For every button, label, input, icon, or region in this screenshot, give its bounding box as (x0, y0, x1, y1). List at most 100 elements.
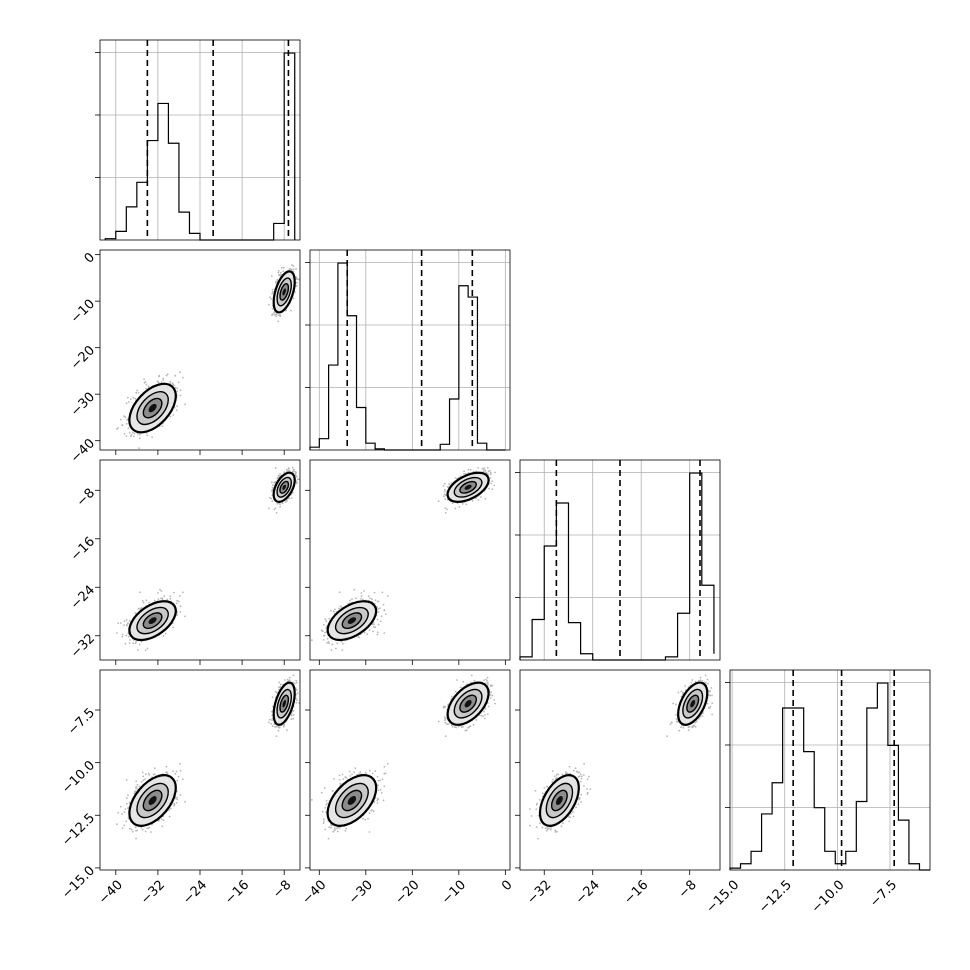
sample-point (284, 501, 287, 503)
sample-point (156, 380, 159, 383)
sample-point (285, 309, 287, 312)
sample-point (291, 264, 293, 266)
sample-point (148, 601, 150, 604)
sample-point (279, 271, 282, 274)
sample-point (117, 622, 120, 625)
sample-point (184, 403, 187, 406)
sample-point (270, 481, 273, 484)
sample-point (160, 590, 163, 592)
sample-point (286, 499, 288, 502)
sample-point (176, 614, 179, 616)
sample-point (275, 315, 278, 318)
histogram-1 (309, 262, 506, 451)
sample-point (381, 591, 384, 594)
sample-point (142, 601, 145, 604)
y-tick-label: −30 (68, 390, 98, 420)
sample-point (121, 633, 124, 636)
sample-point (175, 602, 178, 605)
sample-point (119, 622, 122, 624)
sample-point (165, 374, 168, 377)
y-tick-label: −8 (74, 486, 98, 510)
sample-point (351, 598, 353, 601)
sample-point (275, 313, 278, 316)
sample-point (125, 624, 128, 626)
sample-point (376, 600, 379, 603)
sample-point (471, 499, 474, 502)
sample-point (184, 615, 187, 618)
sample-point (321, 630, 324, 633)
sample-point (463, 472, 465, 475)
sample-point (174, 386, 177, 389)
sample-point (288, 268, 291, 270)
sample-point (341, 642, 344, 645)
sample-point (125, 435, 128, 437)
sample-point (124, 416, 127, 419)
sample-point (179, 762, 181, 765)
sample-point (383, 632, 386, 634)
sample-point (174, 772, 177, 775)
sample-point (336, 642, 339, 645)
sample-point (130, 433, 133, 436)
sample-point (182, 778, 184, 781)
y-tick-label: −10 (68, 297, 98, 327)
sample-point (143, 381, 146, 384)
sample-point (467, 468, 470, 471)
sample-point (491, 488, 494, 491)
sample-point (371, 598, 373, 600)
sample-point (437, 500, 440, 503)
sample-point (372, 625, 375, 628)
sample-point (276, 503, 279, 505)
sample-point (161, 425, 164, 427)
sample-point (169, 807, 172, 810)
sample-point (125, 779, 128, 781)
sample-point (177, 381, 180, 384)
sample-point (489, 471, 492, 474)
sample-point (377, 611, 380, 613)
sample-point (444, 490, 446, 493)
sample-point (169, 595, 172, 597)
sample-point (124, 808, 127, 810)
panel-1-1 (305, 249, 511, 451)
sample-point (182, 591, 184, 594)
sample-point (117, 811, 120, 814)
sample-point (132, 642, 135, 645)
sample-point (139, 591, 141, 594)
panel-3-0: −40 −32 −24 −16 −8−15.0−12.5−10.0−7.5 (59, 669, 301, 908)
sample-point (484, 469, 487, 472)
sample-point (290, 497, 293, 499)
panel-frame (99, 249, 301, 451)
sample-point (353, 588, 356, 591)
sample-point (176, 780, 179, 782)
sample-point (458, 506, 461, 508)
sample-point (144, 830, 147, 833)
sample-point (338, 607, 340, 610)
sample-point (145, 387, 148, 390)
sample-point (268, 303, 270, 306)
sample-point (184, 800, 187, 803)
sample-point (269, 296, 271, 299)
sample-point (176, 405, 179, 408)
sample-point (279, 315, 282, 318)
sample-point (169, 380, 172, 383)
sample-point (133, 435, 135, 438)
sample-point (444, 507, 447, 509)
sample-point (288, 469, 290, 472)
sample-point (486, 466, 489, 469)
sample-point (271, 292, 274, 295)
sample-point (290, 309, 292, 312)
sample-point (444, 482, 446, 485)
sample-point (446, 508, 448, 511)
sample-point (176, 387, 179, 390)
sample-point (175, 802, 178, 804)
sample-point (367, 595, 370, 597)
sample-point (270, 497, 273, 500)
sample-point (338, 591, 341, 594)
sample-point (143, 378, 146, 381)
sample-point (285, 468, 288, 471)
sample-point (140, 640, 143, 643)
sample-point (292, 297, 295, 300)
y-tick-label: −20 (68, 343, 98, 373)
y-tick-label: −24 (68, 583, 98, 613)
sample-point (169, 597, 172, 600)
sample-point (380, 615, 383, 618)
